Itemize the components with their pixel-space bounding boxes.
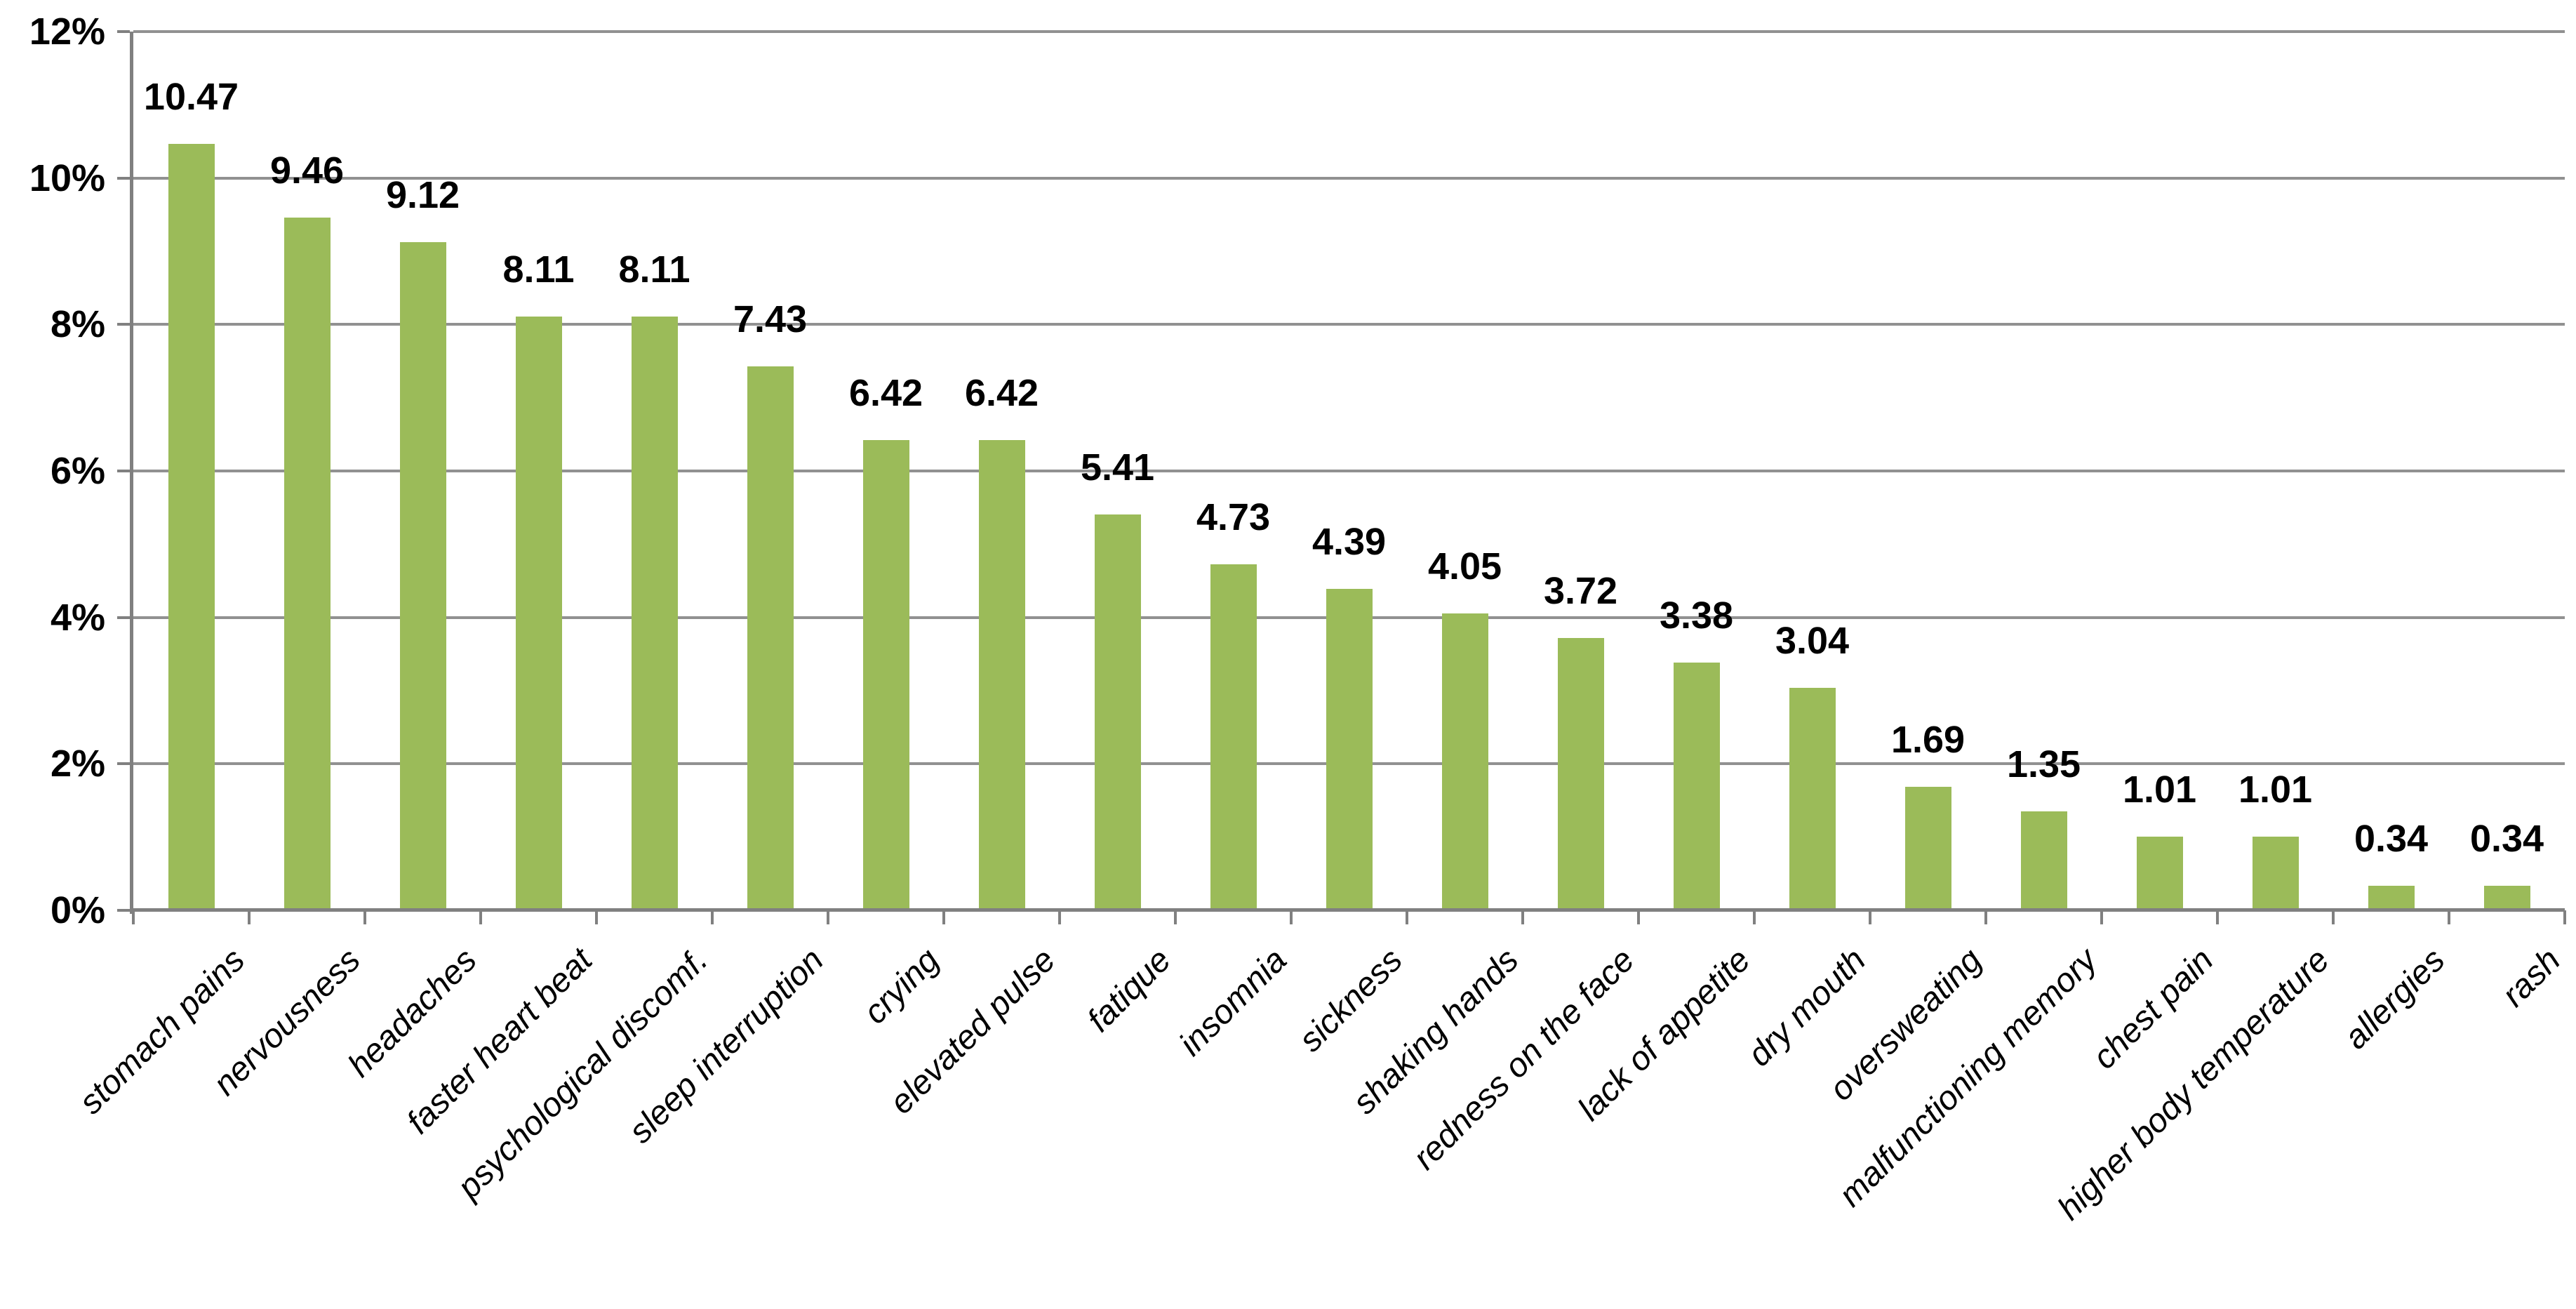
- bar-value-label: 0.34: [2354, 817, 2429, 860]
- x-axis-tick: [2448, 910, 2450, 924]
- bar-value-label: 1.01: [2122, 768, 2197, 811]
- bar-value-label: 10.47: [143, 75, 239, 118]
- x-axis-tick: [711, 910, 714, 924]
- bar: [1441, 613, 1488, 910]
- y-axis-tick-label: 4%: [50, 596, 105, 639]
- x-axis-tick: [1637, 910, 1640, 924]
- bar: [168, 143, 215, 910]
- x-axis-category-label: insomnia: [1172, 941, 1295, 1063]
- x-axis-category-label: crying: [857, 941, 947, 1032]
- bar: [978, 440, 1025, 910]
- bar: [1557, 637, 1604, 910]
- x-axis-category-label: redness on the face: [1406, 941, 1642, 1177]
- bar: [1904, 786, 1951, 910]
- bar: [2020, 811, 2067, 910]
- gridline: [133, 323, 2565, 326]
- bar-value-label: 1.35: [2006, 743, 2081, 786]
- x-axis-tick: [1869, 910, 1871, 924]
- x-axis-tick: [1290, 910, 1293, 924]
- x-axis-tick: [827, 910, 829, 924]
- gridline: [133, 176, 2565, 180]
- bar-value-label: 4.73: [1196, 496, 1271, 538]
- bar-value-label: 1.01: [2238, 768, 2313, 811]
- bar: [1673, 663, 1720, 910]
- gridline: [133, 470, 2565, 472]
- x-axis-tick: [1984, 910, 1987, 924]
- x-axis-tick: [1753, 910, 1756, 924]
- bar-value-label: 9.46: [269, 149, 345, 192]
- y-axis-tick-label: 8%: [50, 303, 105, 346]
- y-axis-tick-label: 12%: [29, 11, 105, 53]
- bar-value-label: 8.11: [502, 248, 575, 291]
- x-axis-category-label: fatique: [1080, 941, 1179, 1039]
- x-axis-category-label: rash: [2495, 941, 2568, 1014]
- x-axis-tick: [942, 910, 945, 924]
- y-axis-tick: [117, 323, 130, 326]
- x-axis-category-label: sickness: [1292, 941, 1410, 1059]
- y-axis-tick: [117, 616, 130, 619]
- y-axis-tick: [117, 909, 130, 912]
- bar-value-label: 4.05: [1427, 545, 1502, 588]
- plot-area: [133, 30, 2565, 912]
- bar-value-label: 6.42: [848, 372, 923, 415]
- bar: [2136, 836, 2183, 910]
- x-axis-tick: [2332, 910, 2335, 924]
- bar-value-label: 8.11: [618, 248, 690, 291]
- bar: [2252, 836, 2299, 910]
- bar: [283, 218, 331, 910]
- x-axis-tick: [1058, 910, 1061, 924]
- x-axis-line: [133, 908, 2565, 912]
- bar: [1094, 514, 1141, 910]
- bar: [1789, 687, 1836, 910]
- x-axis-tick: [1406, 910, 1408, 924]
- bar-value-label: 9.12: [385, 174, 460, 217]
- bar: [2483, 885, 2530, 910]
- x-axis-tick: [248, 910, 251, 924]
- bar-value-label: 1.69: [1890, 718, 1966, 761]
- x-axis-tick: [1174, 910, 1177, 924]
- bar: [1326, 588, 1373, 910]
- gridline: [133, 30, 2565, 33]
- y-axis-tick: [117, 176, 130, 180]
- y-axis-line: [130, 32, 133, 914]
- bar-value-label: 0.34: [2469, 817, 2544, 860]
- x-axis-tick: [2216, 910, 2219, 924]
- x-axis-tick: [2100, 910, 2103, 924]
- bar-value-label: 6.42: [964, 372, 1039, 415]
- x-axis-tick: [363, 910, 366, 924]
- bar-value-label: 7.43: [733, 298, 808, 340]
- y-axis-tick-label: 6%: [50, 450, 105, 492]
- bar: [515, 316, 562, 910]
- bar: [747, 366, 794, 910]
- bar-value-label: 4.39: [1312, 520, 1387, 563]
- bar-value-label: 3.72: [1543, 569, 1618, 612]
- x-axis-tick: [595, 910, 598, 924]
- y-axis-tick: [117, 470, 130, 472]
- x-axis-tick: [132, 910, 135, 924]
- bar: [399, 242, 446, 910]
- x-axis-category-label: sleep interruption: [622, 941, 832, 1151]
- y-axis-tick: [117, 30, 130, 33]
- x-axis-tick: [2563, 910, 2566, 924]
- x-axis-tick: [479, 910, 482, 924]
- bar: [2368, 885, 2415, 910]
- y-axis-tick-label: 0%: [50, 889, 105, 931]
- bar: [862, 440, 909, 910]
- bar-value-label: 3.04: [1775, 619, 1850, 662]
- y-axis-tick-label: 2%: [50, 743, 105, 785]
- x-axis-tick: [1521, 910, 1524, 924]
- bar-value-label: 3.38: [1659, 594, 1734, 637]
- bar: [631, 316, 678, 910]
- bar-value-label: 5.41: [1080, 446, 1155, 489]
- x-axis-category-label: allergies: [2337, 941, 2452, 1057]
- bar: [1210, 564, 1257, 910]
- y-axis-tick: [117, 762, 130, 766]
- y-axis-tick-label: 10%: [29, 157, 105, 199]
